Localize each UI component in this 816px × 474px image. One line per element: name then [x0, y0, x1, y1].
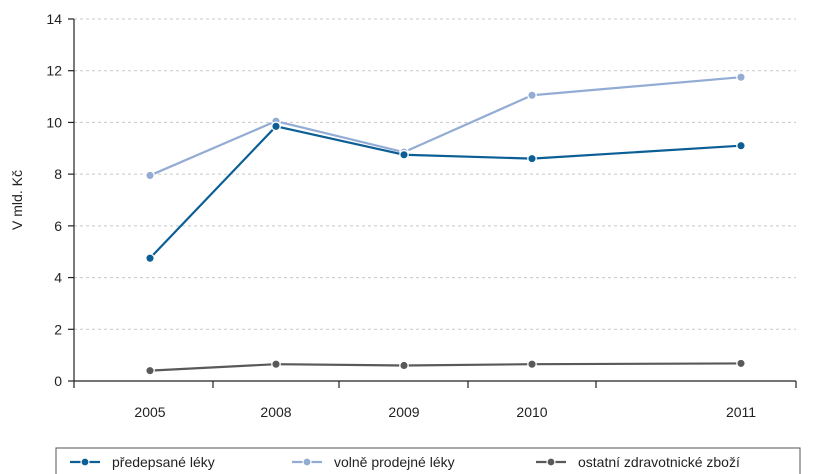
legend-item: předepsané léky — [70, 454, 215, 470]
legend-swatch-marker — [80, 457, 90, 467]
y-tick-label: 6 — [54, 218, 62, 234]
legend-swatch-marker — [302, 457, 312, 467]
x-tick-label: 2011 — [726, 404, 756, 420]
x-axis-ticks: 2005 2008 2009 2010 2011 — [73, 381, 797, 420]
axes — [73, 19, 796, 382]
y-axis-ticks: 0 2 4 6 8 10 12 14 — [46, 11, 74, 389]
series-line — [149, 76, 742, 177]
data-point — [271, 121, 281, 132]
legend: předepsané léky volně prodejné léky ostatn… — [55, 447, 801, 474]
legend-item: ostatní zdravotnické zboží — [536, 454, 740, 470]
data-point — [527, 359, 537, 370]
legend-item: volně prodejné léky — [292, 454, 455, 470]
data-point — [399, 149, 409, 160]
legend-box — [55, 447, 801, 474]
data-point — [145, 253, 155, 264]
data-point — [399, 360, 409, 371]
series-1 — [145, 72, 746, 181]
series-line — [149, 362, 742, 372]
data-point — [527, 90, 537, 101]
y-tick-label: 2 — [54, 321, 62, 337]
y-tick-label: 4 — [54, 270, 62, 286]
legend-label: volně prodejné léky — [334, 454, 455, 470]
data-point — [145, 170, 155, 181]
data-point — [271, 359, 281, 370]
x-tick-label: 2008 — [260, 404, 291, 420]
series-2 — [145, 358, 746, 376]
x-tick-label: 2005 — [134, 404, 165, 420]
data-point — [736, 358, 746, 369]
data-point — [527, 153, 537, 164]
series-0 — [145, 121, 746, 264]
legend-swatch-marker — [546, 457, 556, 467]
gridlines — [74, 18, 796, 330]
y-tick-label: 12 — [46, 63, 62, 79]
y-tick-label: 0 — [54, 373, 62, 389]
data-point — [736, 72, 746, 83]
y-tick-label: 14 — [46, 11, 62, 27]
series-line — [149, 125, 742, 259]
x-tick-label: 2009 — [388, 404, 419, 420]
legend-label: ostatní zdravotnické zboží — [578, 454, 740, 470]
x-tick-label: 2010 — [516, 404, 547, 420]
series — [145, 72, 746, 376]
y-tick-label: 8 — [54, 166, 62, 182]
y-axis-title: V mld. Kč — [9, 170, 25, 230]
data-point — [145, 365, 155, 376]
legend-label: předepsané léky — [112, 454, 215, 470]
data-point — [736, 140, 746, 151]
y-tick-label: 10 — [46, 114, 62, 130]
